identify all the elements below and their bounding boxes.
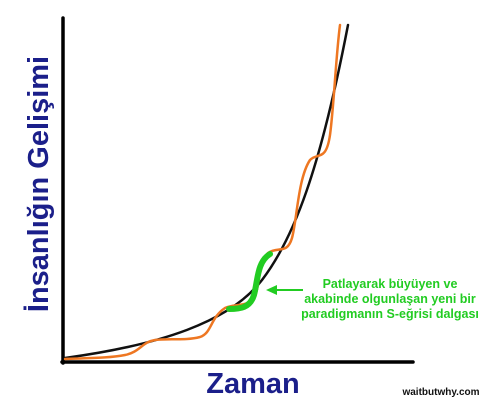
x-axis-label: Zaman <box>206 368 299 400</box>
annotation-line-3: paradigmanın S-eğrisi dalgası <box>301 307 479 321</box>
y-axis-label: İnsanlığın Gelişimi <box>23 56 55 312</box>
s-curve-waves <box>63 23 342 361</box>
source-credit: waitbutwhy.com <box>401 387 479 398</box>
annotation-line-2: akabinde olgunlaşan yeni bir <box>304 292 476 306</box>
annotation-arrow-head <box>266 285 277 295</box>
s-curve-highlight <box>226 251 273 312</box>
annotation-line-1: Patlayarak büyüyen ve <box>323 277 458 291</box>
